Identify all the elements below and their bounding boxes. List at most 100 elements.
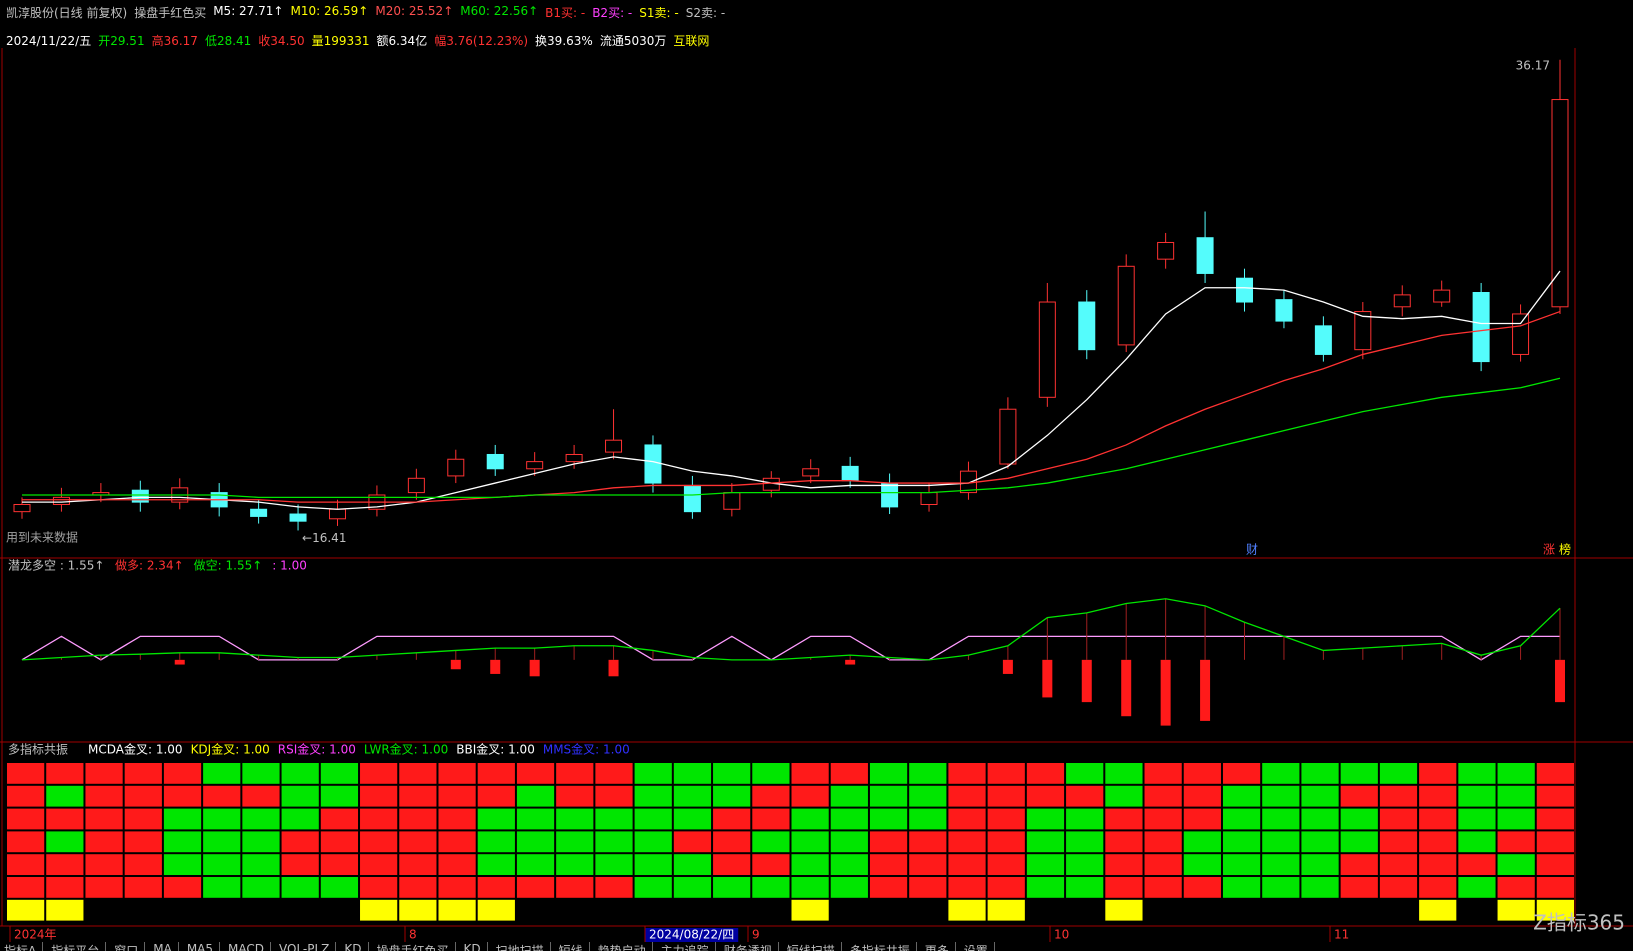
legend-item: MMS金叉: 1.00 (543, 742, 630, 757)
signal-cell (7, 854, 45, 875)
signal-cell (7, 877, 45, 898)
signal-cell (203, 763, 241, 784)
low-label: ←16.41 (302, 531, 346, 545)
candle-body (328, 508, 346, 520)
signal-cell (1497, 763, 1535, 784)
flag-cell (399, 899, 437, 921)
signal-cell (1144, 877, 1182, 898)
tab[interactable]: 指标平台 (51, 942, 107, 951)
header-item: 收34.50 (258, 34, 305, 48)
tab[interactable]: 趋势启动 (598, 942, 653, 951)
signal-cell (320, 877, 359, 898)
signal-bar (174, 659, 185, 665)
signal-cell (556, 831, 594, 853)
signal-cell (124, 808, 162, 830)
tab[interactable]: 窗口 (114, 942, 146, 951)
flag-cell (1419, 899, 1457, 921)
signal-cell (477, 785, 515, 807)
signal-cell (281, 808, 319, 830)
signal-cell (713, 808, 751, 830)
tab[interactable]: 操盘手红色买 (377, 942, 456, 951)
signal-cell (163, 877, 202, 898)
signal-cell (713, 854, 751, 875)
signal-cell (1105, 831, 1143, 853)
signal-cell (1301, 785, 1339, 807)
tab[interactable]: 主力追踪 (661, 942, 716, 951)
tab[interactable]: 设置 (964, 942, 995, 951)
bang: 榜 (1559, 542, 1571, 557)
step-line (21, 635, 1560, 661)
signal-cell (1536, 877, 1574, 898)
signal-cell (634, 785, 672, 807)
signal-cell (46, 877, 84, 898)
tab[interactable]: 多指标共振 (850, 942, 917, 951)
signal-cell (85, 854, 123, 875)
signal-cell (1105, 877, 1143, 898)
signal-cell (1301, 854, 1339, 875)
candle-body (526, 461, 544, 470)
tab[interactable]: 短线扫描 (787, 942, 842, 951)
tab[interactable]: 财务透视 (724, 942, 779, 951)
signal-cell (791, 763, 829, 784)
candle-body (447, 458, 465, 477)
signal-cell (948, 808, 986, 830)
signal-cell (752, 831, 790, 853)
signal-cell (1222, 854, 1261, 875)
signal-bar (1200, 659, 1211, 721)
zhang: 涨 (1543, 542, 1555, 557)
signal-cell (830, 763, 868, 784)
signal-cell (242, 763, 280, 784)
tab[interactable]: VOL-PLZ (279, 942, 337, 951)
signal-cell (360, 808, 398, 830)
signal-cell (360, 831, 398, 853)
signal-cell (595, 831, 633, 853)
indicator-line (21, 598, 1561, 661)
header-item: M60: 22.56↑ (460, 4, 539, 18)
tab[interactable]: MACD (228, 942, 271, 951)
time-label: 8 (409, 928, 417, 942)
header-item: B1买: - (545, 6, 586, 20)
signal-cell (46, 854, 84, 875)
tab[interactable]: 扫地扫描 (496, 942, 551, 951)
signal-cell (595, 808, 633, 830)
tab[interactable]: 更多 (925, 942, 956, 951)
panel-title: 潜龙多空 : 1.55↑ (8, 559, 104, 573)
signal-cell (281, 877, 319, 898)
tab[interactable]: MA (153, 942, 179, 951)
candle-body (683, 484, 701, 513)
tab[interactable]: MA5 (187, 942, 221, 951)
candle-body (644, 444, 662, 484)
signal-cell (556, 877, 594, 898)
time-label: 9 (752, 928, 760, 942)
signal-cell (1183, 808, 1221, 830)
signal-cell (7, 808, 45, 830)
tab[interactable]: KD (344, 942, 369, 951)
legend-item: 做空: 1.55↑ (194, 558, 263, 573)
signal-cell (791, 877, 829, 898)
signal-cell (713, 877, 751, 898)
panel-title: 多指标共振 (8, 742, 68, 757)
signal-cell (752, 785, 790, 807)
signal-cell (163, 831, 202, 853)
header-item: 换39.63% (535, 34, 593, 48)
tab[interactable]: 指标A (4, 942, 44, 951)
signal-cell (124, 854, 162, 875)
signal-cell (320, 808, 359, 830)
signal-cell (1222, 785, 1261, 807)
signal-cell (399, 785, 437, 807)
signal-cell (1458, 785, 1496, 807)
signal-cell (1497, 877, 1535, 898)
signal-cell (124, 877, 162, 898)
signal-cell (830, 785, 868, 807)
signal-cell (909, 877, 947, 898)
signal-cell (1066, 785, 1104, 807)
tab[interactable]: KD (464, 942, 488, 951)
signal-cell (987, 763, 1025, 784)
signal-cell (1379, 785, 1418, 807)
signal-cell (7, 785, 45, 807)
candle-body (1196, 237, 1214, 274)
signal-cell (987, 877, 1025, 898)
candle-body (841, 465, 859, 482)
tab[interactable]: 短线 (559, 942, 590, 951)
